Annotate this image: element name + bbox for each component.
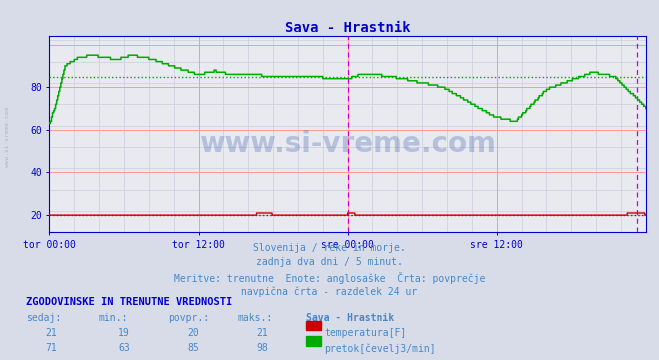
- Text: Meritve: trenutne  Enote: anglosaške  Črta: povprečje: Meritve: trenutne Enote: anglosaške Črta…: [174, 272, 485, 284]
- Text: 98: 98: [256, 343, 268, 354]
- Text: sedaj:: sedaj:: [26, 313, 61, 323]
- Text: temperatura[F]: temperatura[F]: [324, 328, 407, 338]
- Text: 20: 20: [187, 328, 199, 338]
- Text: 71: 71: [45, 343, 57, 354]
- Text: 21: 21: [256, 328, 268, 338]
- Text: navpična črta - razdelek 24 ur: navpična črta - razdelek 24 ur: [241, 286, 418, 297]
- Text: povpr.:: povpr.:: [168, 313, 209, 323]
- Text: ZGODOVINSKE IN TRENUTNE VREDNOSTI: ZGODOVINSKE IN TRENUTNE VREDNOSTI: [26, 297, 233, 307]
- Text: pretok[čevelj3/min]: pretok[čevelj3/min]: [324, 343, 436, 354]
- Title: Sava - Hrastnik: Sava - Hrastnik: [285, 21, 411, 35]
- Text: min.:: min.:: [99, 313, 129, 323]
- Text: maks.:: maks.:: [237, 313, 272, 323]
- Text: 21: 21: [45, 328, 57, 338]
- Text: Sava - Hrastnik: Sava - Hrastnik: [306, 313, 395, 323]
- Text: 63: 63: [118, 343, 130, 354]
- Text: 85: 85: [187, 343, 199, 354]
- Text: zadnja dva dni / 5 minut.: zadnja dva dni / 5 minut.: [256, 257, 403, 267]
- Text: Slovenija / reke in morje.: Slovenija / reke in morje.: [253, 243, 406, 253]
- Text: www.si-vreme.com: www.si-vreme.com: [5, 107, 11, 167]
- Text: www.si-vreme.com: www.si-vreme.com: [199, 130, 496, 158]
- Text: 19: 19: [118, 328, 130, 338]
